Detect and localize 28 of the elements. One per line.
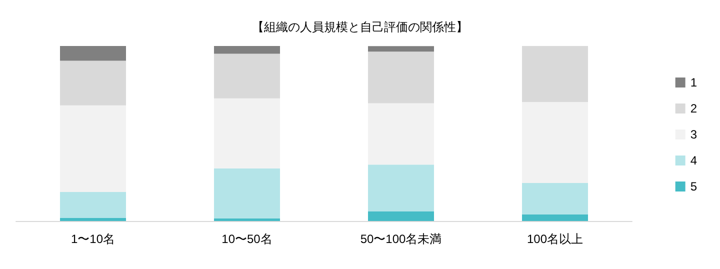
legend-label: 2 bbox=[690, 102, 698, 116]
bar bbox=[368, 46, 434, 52]
x-tick-label: 100名以上 bbox=[526, 232, 584, 246]
bar bbox=[60, 60, 126, 106]
legend-label: 1 bbox=[690, 76, 698, 90]
bar bbox=[60, 105, 126, 192]
bar bbox=[522, 102, 588, 184]
x-tick-label: 10〜50名 bbox=[222, 232, 272, 246]
bar bbox=[522, 183, 588, 215]
bar bbox=[368, 164, 434, 212]
bar bbox=[60, 46, 126, 61]
bar bbox=[60, 192, 126, 218]
bar bbox=[368, 52, 434, 104]
bar bbox=[522, 46, 588, 102]
bar bbox=[214, 168, 280, 219]
bar bbox=[368, 103, 434, 165]
legend-label: 5 bbox=[690, 180, 698, 194]
x-tick-label: 50〜100名未満 bbox=[360, 232, 442, 246]
bar bbox=[214, 54, 280, 98]
bar bbox=[522, 214, 588, 221]
legend-label: 3 bbox=[690, 128, 698, 142]
x-tick-label: 1〜10名 bbox=[70, 232, 116, 246]
bar bbox=[368, 211, 434, 221]
legend-label: 4 bbox=[690, 154, 698, 168]
bar bbox=[214, 46, 280, 54]
bar bbox=[214, 98, 280, 168]
chart-title: 【組織の人員規模と自己評価の関係性】 bbox=[252, 20, 468, 34]
bar bbox=[60, 218, 126, 221]
